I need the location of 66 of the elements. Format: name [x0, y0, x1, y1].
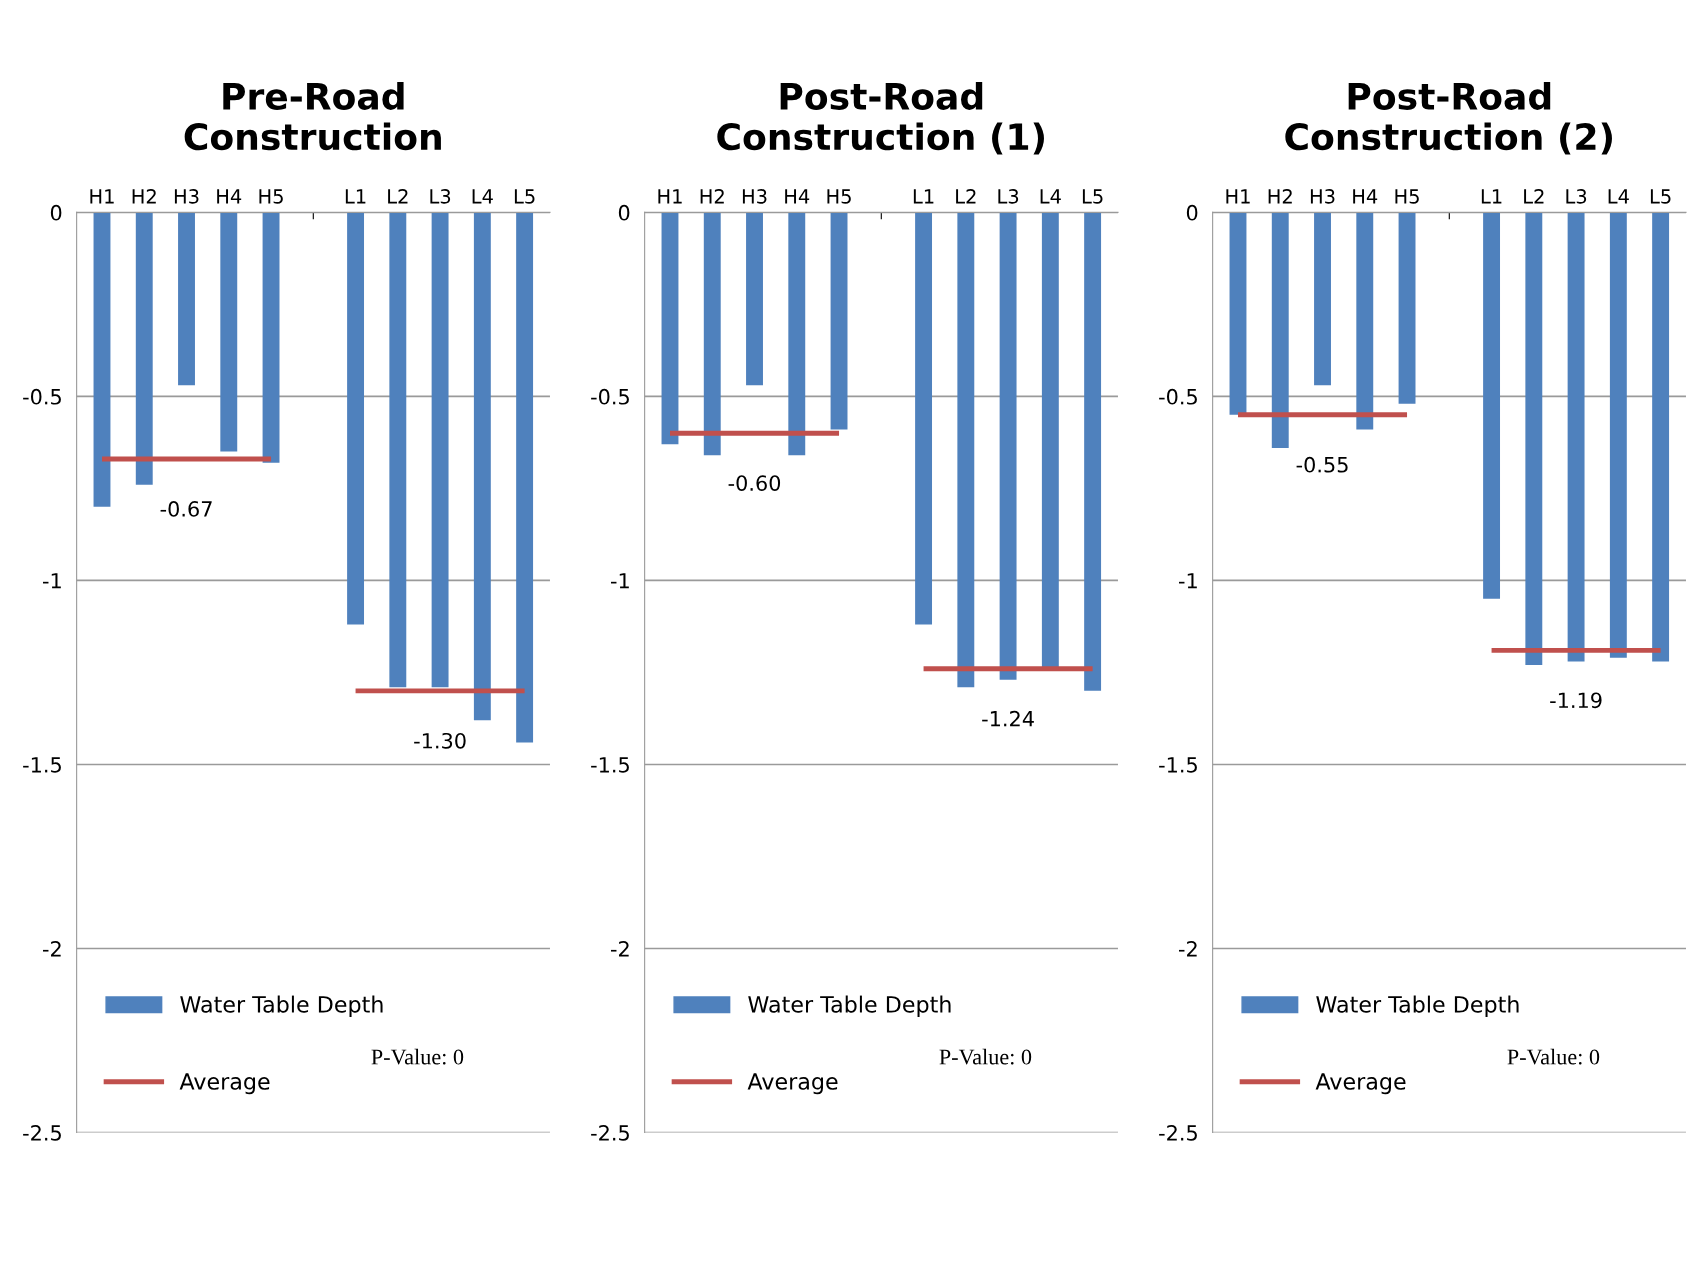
x-tick-label: H1 — [658, 189, 682, 204]
chart-title: Post-Road Construction (1) — [717, 81, 1044, 155]
x-tick-label: L4 — [1608, 189, 1629, 204]
x-tick-label: L3 — [430, 189, 451, 204]
y-tick-label: 0 — [618, 204, 630, 221]
x-tick-label: H2 — [132, 189, 156, 204]
legend-label: Average — [179, 1073, 270, 1095]
y-tick-label: -0.5 — [23, 388, 61, 405]
x-tick-label: H2 — [700, 189, 724, 204]
x-tick-label: H5 — [827, 189, 851, 204]
y-tick-label: -2 — [1178, 940, 1197, 957]
x-tick-label: L5 — [1650, 189, 1671, 204]
x-tick-label: H5 — [1395, 189, 1419, 204]
y-tick-label: -1 — [610, 573, 629, 589]
legend-label: Average — [1315, 1073, 1406, 1095]
x-tick-label: L5 — [1082, 189, 1103, 204]
x-tick-label: H4 — [217, 189, 242, 204]
chart-title: Post-Road Construction (2) — [1285, 81, 1612, 155]
x-tick-label: H3 — [742, 189, 767, 204]
annotation: P-Value: 0 — [371, 1048, 464, 1065]
x-tick-label: H3 — [1310, 189, 1335, 204]
x-tick-label: L1 — [345, 189, 366, 204]
y-tick-label: -1.5 — [591, 757, 629, 773]
y-tick-label: -1 — [42, 573, 61, 589]
annotation: -0.60 — [728, 475, 781, 491]
x-tick-label: H4 — [785, 189, 810, 204]
y-tick-label: -1.5 — [23, 757, 61, 773]
y-tick-label: 0 — [50, 204, 62, 221]
annotation: -1.30 — [414, 732, 466, 749]
x-tick-label: L2 — [388, 189, 408, 204]
x-tick-label: H1 — [1226, 189, 1250, 204]
annotation: -0.67 — [160, 501, 212, 517]
x-tick-label: H4 — [1353, 189, 1378, 204]
y-tick-label: -2.5 — [23, 1125, 61, 1141]
x-tick-label: L1 — [913, 189, 934, 204]
annotation: -1.19 — [1550, 692, 1602, 709]
annotation: -0.55 — [1296, 456, 1348, 473]
legend-label: Average — [747, 1073, 838, 1095]
x-tick-label: L5 — [514, 189, 535, 204]
x-tick-label: L3 — [1566, 189, 1587, 204]
x-tick-label: H5 — [259, 189, 283, 204]
y-tick-label: -1.5 — [1159, 757, 1197, 773]
x-tick-label: H2 — [1268, 189, 1292, 204]
x-tick-label: L2 — [1524, 189, 1544, 204]
legend-label: Water Table Depth — [748, 995, 951, 1018]
x-tick-label: H3 — [174, 189, 199, 204]
annotation: P-Value: 0 — [939, 1048, 1032, 1065]
x-tick-label: L1 — [1481, 189, 1502, 204]
y-tick-label: -2 — [610, 940, 629, 957]
y-tick-label: 0 — [1186, 204, 1198, 221]
legend-label: Water Table Depth — [1316, 995, 1519, 1018]
y-tick-label: -2.5 — [591, 1125, 629, 1141]
x-tick-label: L2 — [956, 189, 976, 204]
chart-title: Pre-Road Construction — [184, 81, 441, 151]
annotation: P-Value: 0 — [1507, 1048, 1600, 1065]
y-tick-label: -1 — [1178, 573, 1197, 589]
y-tick-label: -2 — [42, 940, 61, 957]
x-tick-label: H1 — [90, 189, 114, 204]
x-tick-label: L3 — [998, 189, 1019, 204]
x-tick-label: L4 — [1040, 189, 1061, 204]
legend-label: Water Table Depth — [180, 995, 383, 1018]
y-tick-label: -0.5 — [591, 388, 629, 405]
y-tick-label: -0.5 — [1159, 388, 1197, 405]
annotation: -1.24 — [982, 710, 1034, 727]
y-tick-label: -2.5 — [1159, 1125, 1197, 1141]
x-tick-label: L4 — [472, 189, 493, 204]
